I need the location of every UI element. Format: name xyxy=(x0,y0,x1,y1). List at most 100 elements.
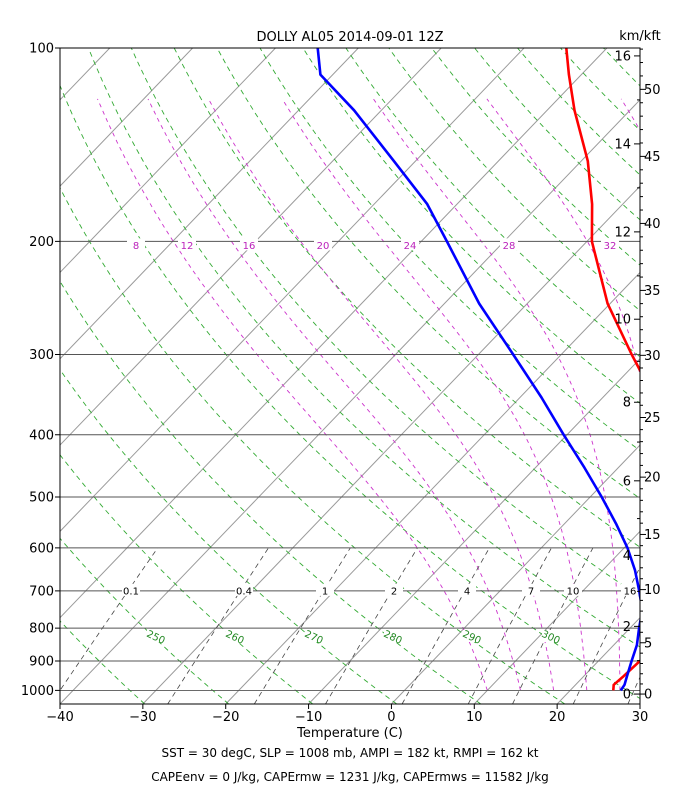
moist-adiabat-label: 12 xyxy=(181,241,194,252)
mixing-ratio-label-bg xyxy=(458,583,476,596)
dry-adiabat-line xyxy=(259,48,640,452)
x-tick-label: 30 xyxy=(632,710,649,725)
pressure-tick-label: 500 xyxy=(29,491,54,506)
km-tick-label: 4 xyxy=(623,549,631,564)
moist-adiabat-line xyxy=(208,98,555,691)
mixing-ratio-label: 0.1 xyxy=(123,586,139,597)
footer-line-1: SST = 30 degC, SLP = 1008 mb, AMPI = 182… xyxy=(161,746,539,760)
kft-tick-label: 25 xyxy=(644,411,661,426)
dry-adiabat-line xyxy=(302,48,640,404)
mixing-ratio-label-bg xyxy=(316,583,334,596)
dry-adiabat-line xyxy=(60,186,566,704)
pressure-tick-label: 300 xyxy=(29,348,54,363)
mixing-ratio-label: 4 xyxy=(464,586,470,597)
environment-temperature-line xyxy=(316,48,640,692)
dry-adiabat-line xyxy=(60,280,482,704)
x-tick-label: 20 xyxy=(549,710,566,725)
dry-adiabat-label-bg xyxy=(463,630,481,642)
moist-adiabat-line xyxy=(373,98,621,691)
moist-adiabat-line xyxy=(97,98,488,691)
moist-adiabat-line xyxy=(620,98,640,132)
mixing-ratio-label: 7 xyxy=(528,586,534,597)
km-tick-label: 0 xyxy=(623,688,631,703)
kft-tick-label: 20 xyxy=(644,471,661,486)
dry-adiabat-label-bg xyxy=(384,630,402,642)
isotherm-line xyxy=(60,48,608,619)
parcel-temperature-line xyxy=(565,48,640,691)
moist-adiabat-label-bg xyxy=(127,238,145,251)
dry-adiabat-line xyxy=(474,48,640,221)
mixing-ratio-label: 2 xyxy=(391,586,397,597)
kft-tick-label: 5 xyxy=(644,636,652,651)
isotherm-line xyxy=(308,358,640,704)
dry-adiabat-label-bg xyxy=(226,630,244,642)
dry-adiabat-label-bg xyxy=(147,630,165,642)
mixing-ratio-label: 10 xyxy=(567,586,580,597)
isotherm-line xyxy=(391,444,640,704)
dry-adiabat-line xyxy=(60,368,397,704)
mixing-ratio-label-bg xyxy=(385,583,403,596)
km-tick-label: 12 xyxy=(614,225,631,240)
dry-adiabat-line xyxy=(60,537,229,704)
x-tick-label: −40 xyxy=(46,710,73,725)
mixing-ratio-label-bg xyxy=(235,583,253,596)
kft-tick-label: 15 xyxy=(644,528,661,543)
kft-tick-label: 45 xyxy=(644,150,661,165)
dry-adiabat-line xyxy=(60,454,313,704)
chart-title: DOLLY AL05 2014-09-01 12Z xyxy=(256,30,443,45)
isotherm-line xyxy=(60,48,442,446)
x-tick-label: −10 xyxy=(295,710,322,725)
moist-adiabat-line xyxy=(147,98,521,691)
dry-adiabat-line xyxy=(689,48,700,704)
dry-adiabat-line xyxy=(388,48,640,312)
x-tick-label: −20 xyxy=(212,710,239,725)
dry-adiabat-label-bg xyxy=(542,630,560,642)
isotherm-line xyxy=(60,48,359,360)
pressure-tick-label: 400 xyxy=(29,428,54,443)
mixing-ratio-line xyxy=(167,547,269,704)
footer-line-2: CAPEenv = 0 J/kg, CAPErmw = 1231 J/kg, C… xyxy=(151,770,549,784)
pressure-tick-label: 100 xyxy=(29,42,54,57)
mixing-ratio-line xyxy=(627,676,640,704)
mixing-ratio-label: 16 xyxy=(624,586,637,597)
plot-frame xyxy=(59,47,641,705)
mixing-ratio-line xyxy=(60,547,159,692)
kft-tick-label: 50 xyxy=(644,83,661,98)
moist-adiabat-label: 24 xyxy=(404,241,417,252)
moist-adiabat-label-bg xyxy=(314,238,332,251)
kft-tick-label: 0 xyxy=(644,688,652,703)
pressure-tick-label: 600 xyxy=(29,541,54,556)
moist-adiabat-label: 20 xyxy=(317,241,330,252)
pressure-tick-label: 900 xyxy=(29,654,54,669)
mixing-ratio-line xyxy=(325,547,418,704)
km-tick-label: 10 xyxy=(614,313,631,328)
dry-adiabat-line xyxy=(431,48,640,266)
mixing-ratio-label-bg xyxy=(122,583,140,596)
isotherm-line xyxy=(0,48,27,704)
pressure-tick-label: 700 xyxy=(29,584,54,599)
mixing-ratio-label: 1 xyxy=(322,586,328,597)
isotherm-line xyxy=(60,48,525,533)
isotherm-line xyxy=(60,99,640,704)
mixing-ratio-line xyxy=(253,547,351,704)
height-units-label: km/kft xyxy=(619,29,661,44)
kft-tick-label: 10 xyxy=(644,583,661,598)
isotherm-line xyxy=(639,703,640,704)
x-axis-label: Temperature (C) xyxy=(296,726,403,741)
mixing-ratio-label-bg xyxy=(564,583,582,596)
background-grid xyxy=(0,48,700,704)
mixing-ratio-line xyxy=(467,547,552,704)
mixing-ratio-label: 0.4 xyxy=(236,586,252,597)
kft-tick-label: 30 xyxy=(644,349,661,364)
km-tick-label: 6 xyxy=(623,474,631,489)
moist-adiabat-label: 32 xyxy=(604,241,617,252)
dry-adiabat-line xyxy=(646,48,700,704)
moist-adiabat-line xyxy=(281,98,588,691)
x-tick-label: 0 xyxy=(387,710,395,725)
moist-adiabat-label-bg xyxy=(500,238,518,251)
pressure-tick-label: 800 xyxy=(29,622,54,637)
x-tick-label: −30 xyxy=(129,710,156,725)
dry-adiabat-line xyxy=(517,48,640,176)
moist-adiabat-label-bg xyxy=(601,238,619,251)
dry-adiabat-line xyxy=(345,48,640,358)
